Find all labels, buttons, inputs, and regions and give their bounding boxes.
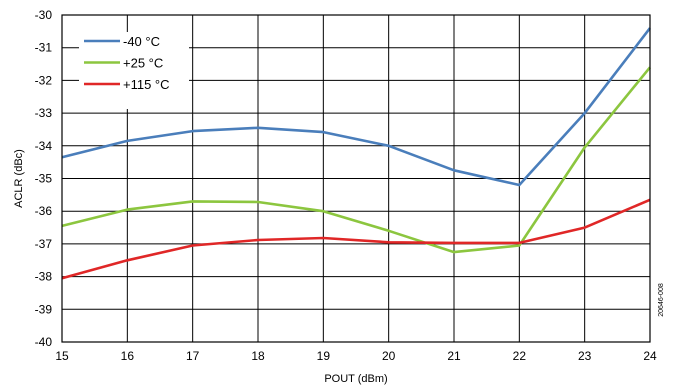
y-axis-title: ACLR (dBc): [13, 149, 25, 208]
y-tick-label: -35: [35, 172, 53, 186]
y-tick-label: -34: [35, 139, 53, 153]
y-tick-label: -37: [35, 237, 53, 251]
x-tick-label: 19: [317, 349, 331, 363]
legend-label-0: -40 °C: [123, 34, 160, 49]
legend-label-2: +115 °C: [123, 77, 170, 92]
x-tick-label: 15: [55, 349, 69, 363]
x-tick-label: 21: [447, 349, 461, 363]
figure-code-label: 20646-008: [658, 283, 665, 317]
x-tick-label: 22: [513, 349, 527, 363]
legend-box: [79, 32, 189, 109]
series-line-0: [61, 27, 652, 187]
y-tick-label: -40: [35, 335, 53, 349]
series-lines: [61, 27, 652, 280]
plot-frame: [61, 14, 651, 343]
y-tick-label: -31: [35, 41, 53, 55]
legend-label-1: +25 °C: [123, 56, 163, 71]
y-tick-label: -39: [35, 302, 53, 316]
series-line-2: [61, 198, 651, 280]
y-tick-label: -38: [35, 270, 53, 284]
x-tick-label: 17: [186, 349, 200, 363]
y-tick-label: -32: [35, 73, 53, 87]
x-tick-label: 16: [121, 349, 135, 363]
x-tick-label: 23: [578, 349, 592, 363]
y-tick-label: -33: [35, 106, 53, 120]
y-tick-label: -30: [35, 8, 53, 22]
legend: -40 °C +25 °C +115 °C: [79, 32, 189, 109]
y-tick-label: -36: [35, 204, 53, 218]
x-tick-label: 20: [382, 349, 396, 363]
y-tick-labels: -30 -31 -32 -33 -34 -35 -36 -37 -38 -39 -40: [35, 8, 53, 349]
x-axis-title: POUT (dBm): [324, 373, 387, 385]
x-tick-label: 18: [251, 349, 265, 363]
series-line-1: [61, 66, 652, 254]
x-tick-label: 24: [643, 349, 657, 363]
x-tick-labels: 15 16 17 18 19 20 21 22 23 24: [55, 349, 657, 363]
